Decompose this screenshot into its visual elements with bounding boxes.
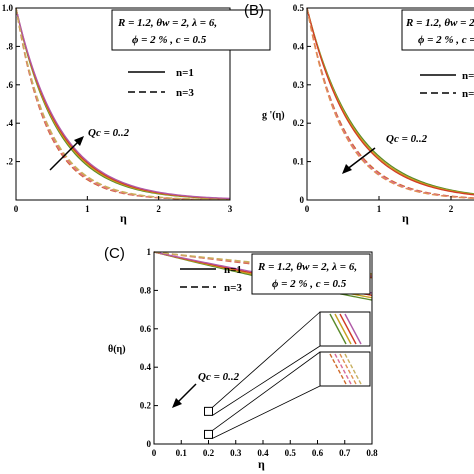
panel-c-zoom-insets [204,311,371,439]
x-tick-label: 0.2 [203,448,215,458]
panel-b-curves [306,7,474,199]
panel-b-ylabel: g '(η) [262,110,285,121]
panel-b-ticks: 0 1 2 0 0.1 0.2 0.3 0.4 0.5 [293,3,454,214]
x-tick-label: 3 [228,204,233,214]
zoom-inset [319,311,371,347]
zoom-connector [212,311,321,408]
panel-b-param-line1: R = 1.2, θw = 2, λ = 6, [405,17,474,29]
y-tick-label: .6 [6,80,13,90]
x-tick-label: 2 [156,204,161,214]
panel-c-annotation-arrow [175,383,197,405]
panel-a-legend-solid: n=1 [176,67,194,79]
zoom-inset [319,351,371,387]
x-tick-label: 0.3 [230,448,242,458]
panel-c-legend-solid: n=1 [224,264,242,276]
curve-solid-2 [306,7,474,196]
x-tick-label: 0.1 [176,448,188,458]
y-tick-label: .8 [6,41,13,51]
y-tick-label: 0.3 [293,80,305,90]
panel-c-annotation-arrowhead [172,398,182,408]
y-tick-label: 1 [147,247,152,257]
curve-dashed-0 [306,7,474,199]
y-tick-label: 0.6 [140,324,152,334]
panel-a-param-line1: R = 1.2, θw = 2, λ = 6, [117,17,217,29]
panel-a-legend-dashed: n=3 [176,87,194,99]
y-tick-label: 0.5 [293,3,305,13]
panel-c-label: (C) [104,245,125,262]
panel-b-param-box [401,9,474,51]
y-tick-label: .4 [6,118,13,128]
zoom-inset-curve [329,313,347,345]
panel-a-annotation-arrow [49,139,81,171]
panel-c-ticks: 0 0.1 0.2 0.3 0.4 0.5 0.6 0.7 0.8 0 0.2 0.4 0.6 0.8 1 [140,247,378,458]
panel-c-param-box [251,253,371,295]
panel-b: (B) 0 1 2 0 0.1 0.2 0.3 0.4 0.5 η g '(η) R = 1.2… [244,2,474,225]
y-tick-label: 0.2 [293,118,305,128]
y-tick-label: 1.0 [2,3,14,13]
zoom-connector [212,385,321,439]
panel-a: 0 1 2 3 .2 .4 .6 .8 1.0 η R = 1.2, θw = 2, λ = 6… [2,3,271,225]
x-tick-label: 0.7 [339,448,351,458]
x-tick-label: 0.8 [366,448,378,458]
panel-b-xlabel: η [402,211,409,225]
panel-c-ylabel: θ(η) [108,344,126,355]
panel-c-legend-dashed: n=3 [224,282,242,294]
y-tick-label: 0.2 [140,401,152,411]
y-tick-label: .2 [6,157,13,167]
panel-c-annotation: Qc = 0..2 [198,371,240,383]
curve-dashed-1 [306,7,474,199]
curve-solid-0 [306,7,474,195]
panel-b-annotation: Qc = 0..2 [386,133,428,145]
panel-a-annotation-arrowhead [74,136,84,146]
zoom-inset-curve [339,313,357,345]
panel-a-param-box [111,9,271,51]
x-tick-label: 0 [305,204,310,214]
panel-c-xlabel: η [258,457,265,471]
x-tick-label: 0 [14,204,19,214]
panel-c-param-line2: ϕ = 2 % , c = 0.5 [272,278,347,290]
zoom-connector [212,345,321,416]
panel-a-xlabel: η [120,211,127,225]
y-tick-label: 0 [300,195,305,205]
panel-b-label: (B) [244,2,264,19]
panel-b-frame [306,7,474,201]
curve-solid-3 [15,7,231,200]
panel-a-frame [15,7,231,201]
curve-dashed-3 [15,7,231,201]
panel-a-param-line2: ϕ = 2 % , c = 0.5 [132,34,207,46]
x-tick-label: 1 [377,204,382,214]
y-tick-label: 0.8 [140,285,152,295]
panel-c-param-line1: R = 1.2, θw = 2, λ = 6, [257,261,357,273]
x-tick-label: 0.4 [257,448,269,458]
panel-c: (C) 0 0.1 0.2 0.3 0.4 0.5 0.6 0.7 0.800.20.40.60… [104,245,378,471]
zoom-inset-curve [334,313,352,345]
zoom-marker [204,406,213,416]
x-tick-label: 2 [449,204,454,214]
panel-b-legend-solid: n=1 [462,70,474,82]
x-tick-label: 0.5 [285,448,297,458]
zoom-inset-curve [344,313,362,345]
x-tick-label: 0 [152,448,157,458]
panel-b-annotation-arrow [345,147,376,171]
y-tick-label: 0.1 [293,157,305,167]
panel-a-ticks: 0 1 2 3 .2 .4 .6 .8 1.0 [2,3,233,214]
panel-a-curves [15,7,231,201]
zoom-connector [212,351,321,431]
panel-a-annotation: Qc = 0..2 [88,127,130,139]
panel-b-legend-dashed: n=3 [462,88,474,100]
x-tick-label: 0.6 [312,448,324,458]
panel-b-param-line2: ϕ = 2 % , c = 0.5 [418,34,474,46]
panel-b-annotation-arrowhead [342,164,352,174]
y-tick-label: 0 [147,439,152,449]
y-tick-label: 0.4 [293,41,305,51]
y-tick-label: 0.4 [140,362,152,372]
x-tick-label: 1 [85,204,90,214]
zoom-marker [204,429,213,439]
